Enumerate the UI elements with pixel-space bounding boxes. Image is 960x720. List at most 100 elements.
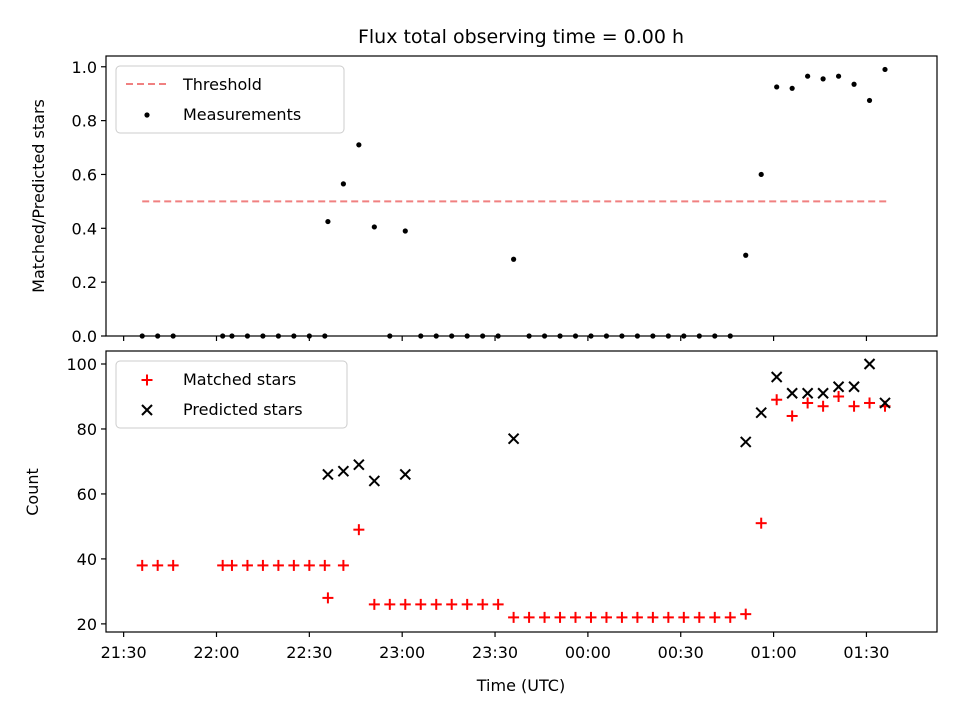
legend-predicted-label: Predicted stars — [183, 400, 303, 419]
x-tick-label: 23:00 — [379, 643, 425, 662]
measurement-point — [789, 85, 795, 91]
measurement-point — [882, 66, 888, 73]
predicted-star-point — [848, 381, 860, 393]
measurement-point — [325, 218, 331, 225]
matched-star-point — [152, 559, 164, 571]
predicted-star-point-b — [740, 436, 752, 448]
bottom-panel-y-ticks: 20 40 60 80 100 — [66, 355, 106, 634]
matched-star-point — [523, 611, 535, 623]
predicted-star-point-b — [368, 475, 381, 487]
predicted-star-point-b — [879, 397, 891, 409]
x-tick-label: 22:00 — [193, 643, 239, 662]
legend-measurements-marker — [144, 112, 150, 118]
y-tick-label: 100 — [66, 355, 97, 374]
matched-star-point — [678, 611, 690, 623]
matched-star-point — [740, 608, 752, 620]
bottom-panel-legend: Matched stars Predicted stars — [115, 360, 348, 429]
legend-threshold-label: Threshold — [182, 75, 262, 94]
predicted-star-point — [399, 468, 411, 481]
matched-star-point — [631, 611, 643, 623]
measurement-point — [743, 252, 749, 258]
matched-star-point — [353, 524, 365, 536]
measurement-point — [371, 224, 377, 230]
matched-star-point — [167, 559, 179, 571]
matched-star-point — [508, 611, 520, 623]
predicted-star-point-b — [353, 458, 365, 471]
predicted-star-point-b — [832, 381, 845, 393]
matched-star-point — [554, 611, 566, 623]
predicted-star-point — [507, 433, 520, 445]
predicted-star-point — [337, 465, 350, 477]
predicted-star-point — [863, 358, 876, 370]
y-tick-label: 20 — [77, 615, 97, 634]
predicted-star-point-b — [755, 407, 767, 419]
matched-star-point — [272, 559, 284, 571]
predicted-star-point — [322, 468, 334, 481]
matched-star-point — [616, 611, 628, 623]
matched-star-point — [384, 598, 396, 610]
top-panel-y-ticks: 0.0 0.2 0.4 0.6 0.8 1.0 — [72, 58, 106, 346]
x-tick-label: 00:00 — [565, 643, 611, 662]
matched-star-point — [322, 592, 334, 604]
measurement-point — [851, 81, 857, 87]
measurement-point — [820, 76, 826, 82]
predicted-star-point — [832, 381, 845, 393]
predicted-star-point — [755, 407, 767, 419]
matched-star-point — [217, 559, 229, 571]
x-tick-label: 01:00 — [751, 643, 797, 662]
matched-star-point — [833, 390, 845, 402]
matched-star-point — [585, 611, 597, 623]
matched-star-point — [461, 598, 473, 610]
predicted-star-point-b — [337, 465, 350, 477]
measurement-point — [835, 73, 842, 79]
measurement-point — [402, 228, 408, 234]
y-tick-label: 80 — [77, 420, 97, 439]
top-panel-legend-box — [115, 65, 345, 134]
legend-measurements-label: Measurements — [183, 105, 301, 124]
matched-star-point — [864, 397, 876, 409]
matched-star-point — [724, 611, 736, 623]
x-tick-label: 23:30 — [472, 643, 518, 662]
predicted-star-point — [368, 475, 381, 487]
measurement-point — [866, 97, 873, 104]
bottom-panel-y-axis-label: Count — [23, 468, 42, 516]
predicted-star-point-b — [322, 468, 334, 481]
matched-star-point — [492, 598, 504, 610]
chart-title: Flux total observing time = 0.00 h — [358, 26, 684, 48]
x-tick-label: 22:30 — [286, 643, 332, 662]
matched-star-point — [693, 611, 705, 623]
y-tick-label: 60 — [77, 485, 97, 504]
matched-star-point — [848, 400, 860, 412]
y-tick-label: 0.2 — [72, 273, 97, 292]
legend-matched-marker — [141, 374, 153, 386]
measurement-point — [774, 84, 780, 90]
legend-predicted-marker — [141, 404, 153, 416]
matched-star-point — [337, 559, 349, 571]
matched-star-point — [136, 559, 148, 571]
bottom-panel: 20 40 60 80 100 21:30 22:00 22:30 23:00 23:30 00:… — [23, 350, 938, 695]
matched-star-point — [257, 559, 269, 571]
predicted-star-point-b — [786, 387, 798, 399]
predicted-star-point — [801, 387, 814, 399]
matched-star-point — [755, 517, 767, 529]
matched-star-point — [368, 598, 380, 610]
bottom-panel-frame — [105, 350, 938, 633]
y-tick-label: 1.0 — [72, 58, 97, 77]
predicted-star-point — [817, 387, 829, 399]
matched-star-point — [709, 611, 721, 623]
matched-star-point — [477, 598, 489, 610]
matched-star-point — [241, 559, 253, 571]
predicted-star-point-b — [817, 387, 829, 399]
predicted-star-point — [740, 436, 752, 448]
predicted-star-point — [353, 458, 365, 471]
matched-star-point — [539, 611, 551, 623]
measurement-point — [356, 142, 362, 148]
legend-matched-label: Matched stars — [183, 370, 296, 389]
predicted-star-point-b — [801, 387, 814, 399]
y-tick-label: 0.4 — [72, 219, 97, 238]
matched-star-point — [771, 394, 783, 406]
bottom-panel-marks — [136, 358, 891, 623]
matched-star-point — [399, 598, 411, 610]
y-tick-label: 40 — [77, 550, 97, 569]
